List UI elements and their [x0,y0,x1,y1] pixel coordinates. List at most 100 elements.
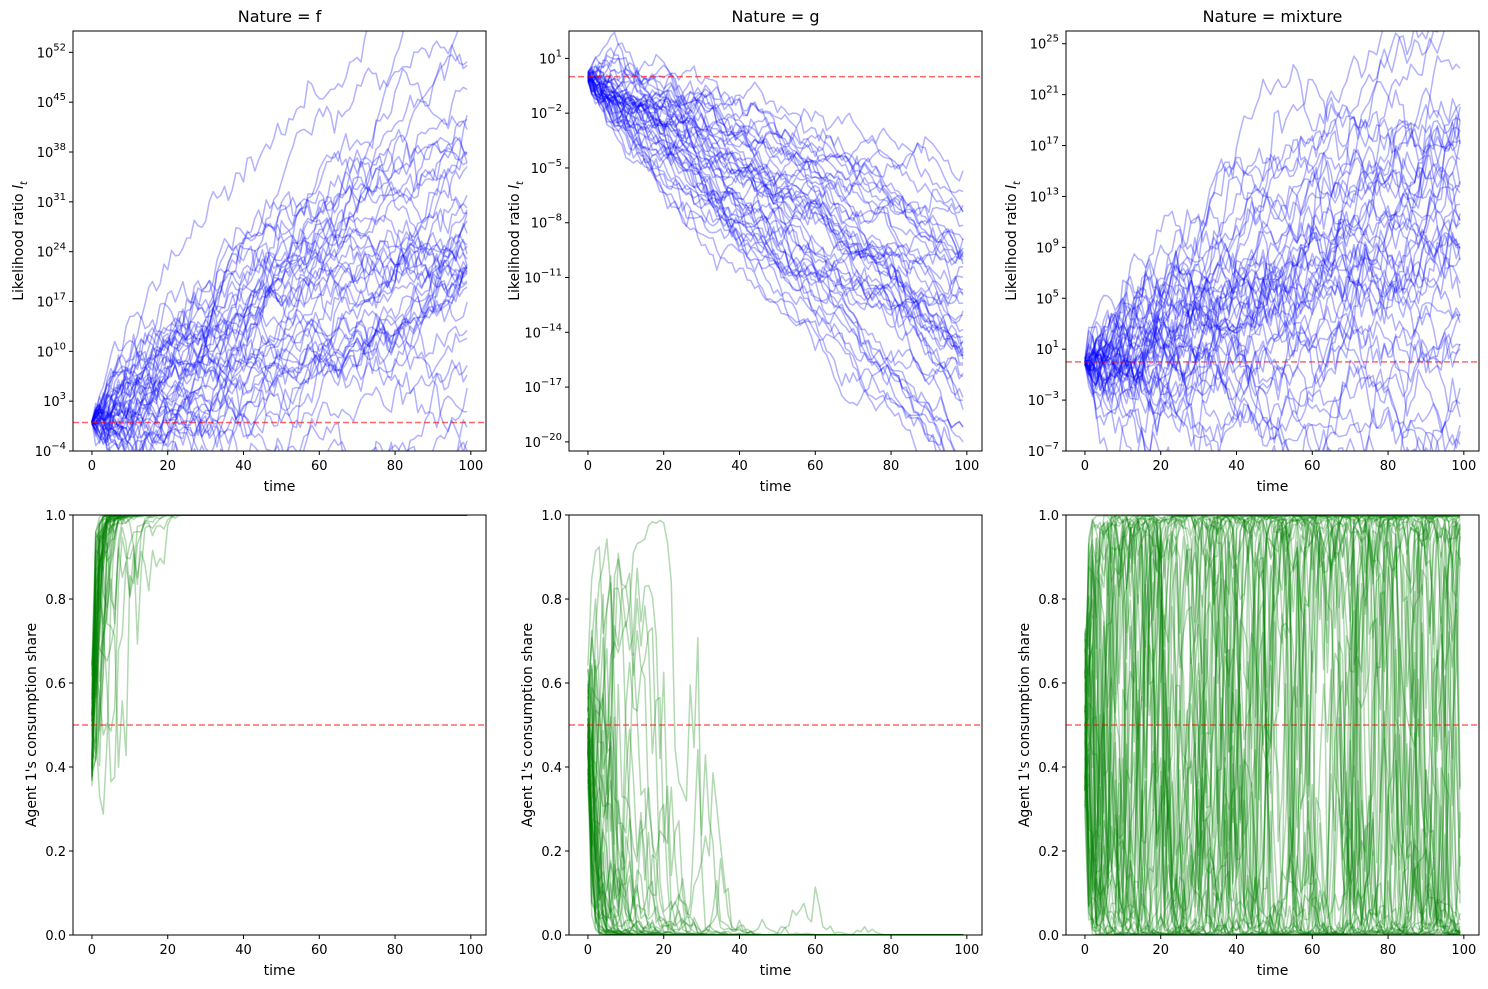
y-tick-label: 0.6 [45,677,66,692]
series-line [1084,515,1461,935]
y-axis-label: Likelihood ratio lt [1004,180,1023,301]
series-line [91,515,468,754]
series-line [587,80,964,305]
y-tick-label: 0.6 [541,677,562,692]
series-line [91,160,468,427]
y-tick-label: 10−11 [524,268,562,287]
series-line [1084,515,1461,935]
series-line [1084,103,1461,375]
series-line [91,196,468,425]
panel-title: Nature = f [238,7,322,26]
series-line [91,515,468,721]
series-line [1084,110,1461,403]
y-tick-label: 0.8 [45,593,66,608]
x-tick-label: 60 [807,459,824,474]
series-line [587,572,964,935]
series-line [91,332,468,451]
series-line [587,744,964,935]
x-tick-label: 40 [731,943,748,958]
series-line [1084,515,1461,935]
series-line [587,57,964,265]
series-line [91,515,468,722]
series-line [1084,515,1461,935]
series-line [587,587,964,935]
x-axis-label: time [264,479,296,495]
x-tick-label: 40 [1228,943,1245,958]
y-tick-label: 0.0 [45,929,66,944]
series-line [1084,78,1461,372]
x-tick-label: 80 [387,459,404,474]
series-line [91,515,468,776]
series-line [91,53,468,425]
series-line [1084,275,1461,419]
series-line [1084,515,1461,935]
series-line [587,69,964,321]
series-line [1084,515,1461,935]
series-line [587,78,964,429]
y-tick-label: 101 [1036,339,1059,358]
series-line [1084,126,1461,391]
y-tick-label: 101 [539,48,562,67]
series-line [1084,515,1461,909]
y-tick-label: 0.4 [541,761,562,776]
series-line [1084,515,1461,935]
series-line [587,519,964,935]
x-tick-label: 20 [1152,943,1169,958]
series-line [1084,515,1461,935]
y-tick-label: 1031 [37,192,66,211]
plot-area [1066,515,1479,935]
series-line [587,69,964,217]
series-line [587,77,964,266]
axes-frame [72,514,487,936]
plot-area [73,515,486,815]
series-line [91,515,468,699]
series-line [587,65,964,357]
series-line [587,73,964,356]
plot-area [569,519,982,935]
plot-area [73,31,486,451]
series-line [1084,173,1461,386]
series-line [91,515,468,783]
axes-frame [568,514,983,936]
series-line [1084,515,1461,935]
series-line [587,63,964,229]
series-line [1084,171,1461,373]
y-tick-label: 10−14 [524,322,562,341]
series-line [587,73,964,256]
series-line [587,47,964,213]
series-line [91,266,468,425]
series-line [1084,298,1461,451]
series-line [1084,321,1461,432]
x-tick-label: 20 [159,943,176,958]
series-line [587,680,964,935]
series-line [587,71,964,351]
series-line [587,75,964,279]
series-line [1084,516,1461,935]
series-line [91,31,404,451]
panel-lr-mixture: 0 20 40 60 80 100 10−7 10−3 101 105 109 1013 1017 102… [1004,7,1480,495]
x-tick-label: 0 [88,459,96,474]
series-line [1084,515,1461,935]
series-line [91,222,468,451]
series-line [91,515,468,787]
series-line [1084,515,1461,935]
series-line [91,231,468,435]
series-line [91,318,468,436]
x-tick-label: 100 [954,943,979,958]
panel-title: Nature = mixture [1203,7,1343,26]
series-line [1084,222,1461,391]
series-line [1084,515,1461,935]
x-tick-label: 100 [1451,459,1476,474]
y-tick-label: 10−3 [1028,390,1059,409]
series-line [91,31,459,425]
series-line [1084,515,1461,935]
panel-title: Nature = g [732,7,820,26]
series-line [91,115,468,426]
y-tick-label: 0.4 [45,761,66,776]
series-line [91,238,468,422]
series-line [91,286,468,433]
series-line [587,538,964,935]
series-line [1084,515,1461,935]
series-line [587,71,964,398]
series-line [1084,170,1461,366]
